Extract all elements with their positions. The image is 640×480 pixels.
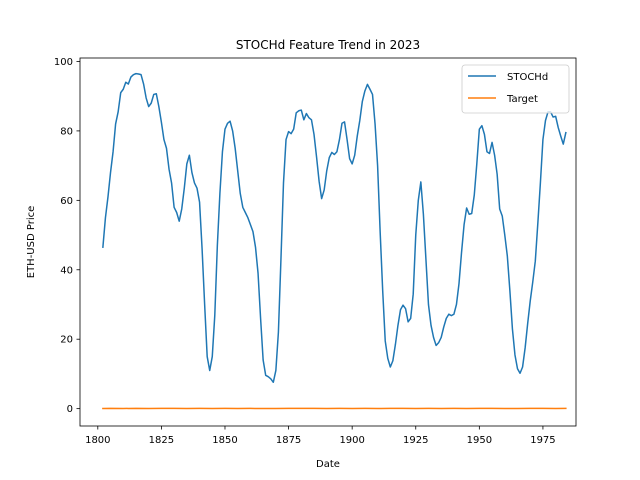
y-tick-label: 0 bbox=[67, 404, 73, 415]
x-tick-label: 1925 bbox=[403, 435, 428, 446]
x-tick-label: 1900 bbox=[339, 435, 364, 446]
legend-box bbox=[461, 64, 570, 114]
x-tick-label: 1950 bbox=[467, 435, 492, 446]
y-tick-label: 60 bbox=[60, 196, 73, 207]
x-axis-ticks: 1800 1825 1850 1875 1900 1925 1950 1975 bbox=[85, 426, 556, 446]
y-tick-label: 80 bbox=[60, 126, 73, 137]
y-tick-label: 40 bbox=[60, 265, 73, 276]
x-tick-label: 1975 bbox=[530, 435, 555, 446]
y-tick-label: 100 bbox=[54, 57, 73, 68]
y-tick-label: 20 bbox=[60, 335, 73, 346]
x-tick-label: 1850 bbox=[212, 435, 237, 446]
series-line-stochd bbox=[102, 72, 567, 384]
chart-title: STOCHd Feature Trend in 2023 bbox=[236, 38, 420, 52]
legend-label-target: Target bbox=[506, 94, 538, 105]
y-axis-ticks: 0 20 40 60 80 100 bbox=[54, 57, 80, 415]
x-tick-label: 1875 bbox=[276, 435, 301, 446]
legend: STOCHd Target bbox=[461, 64, 570, 114]
plot-lines bbox=[102, 72, 567, 410]
plot-frame bbox=[79, 57, 577, 427]
y-axis-label: ETH-USD Price bbox=[26, 206, 37, 279]
x-axis-label: Date bbox=[316, 459, 340, 470]
legend-label-stochd: STOCHd bbox=[507, 72, 548, 83]
x-tick-label: 1800 bbox=[85, 435, 110, 446]
x-tick-label: 1825 bbox=[149, 435, 174, 446]
